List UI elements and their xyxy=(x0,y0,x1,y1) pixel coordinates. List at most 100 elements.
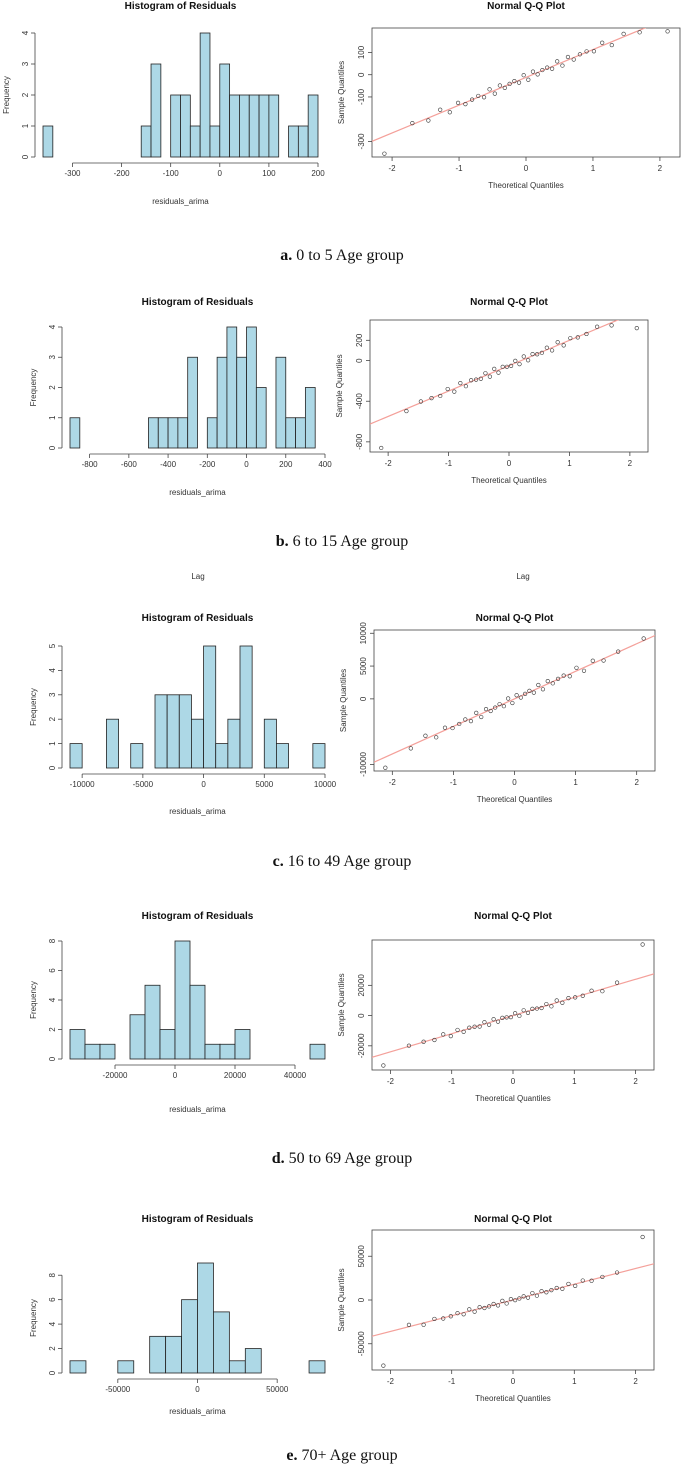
panel-a: Histogram of Residuals-300 -200 -100 0 100 20… xyxy=(2,1,681,264)
panel-d: Histogram of Residuals -20000 0 20000 40000 r… xyxy=(29,911,655,1167)
histogram-y-tick-label: 5 xyxy=(48,643,57,648)
histogram-y-tick-label: 4 xyxy=(48,668,57,673)
qq-point xyxy=(469,378,474,383)
qq-point xyxy=(474,377,479,382)
histogram-bar xyxy=(215,743,229,769)
histogram-bar xyxy=(248,94,260,158)
qq-point xyxy=(479,714,484,720)
qq-point xyxy=(581,668,587,673)
qq-point xyxy=(525,1010,531,1015)
qq-point xyxy=(467,1307,472,1312)
qq-point xyxy=(637,30,642,35)
histogram-y-tick-label: 4 xyxy=(21,30,30,35)
histogram-x-tick-label: 200 xyxy=(279,460,293,469)
qq-point xyxy=(426,118,431,123)
histogram-bar xyxy=(140,125,152,158)
histogram-bar xyxy=(295,417,306,449)
histogram-bar xyxy=(154,694,168,769)
qq-point xyxy=(463,384,469,389)
qq-point xyxy=(472,1024,477,1029)
qq-x-tick-label: -2 xyxy=(385,459,393,468)
histogram-bar xyxy=(309,1043,326,1060)
histogram-y-tick-label: 2 xyxy=(48,1027,57,1032)
histogram-bar xyxy=(157,417,169,449)
qq-point xyxy=(496,370,501,375)
histogram-bar xyxy=(229,94,240,158)
qq-y-tick-label: -300 xyxy=(357,133,366,150)
histogram-y-label: Frequency xyxy=(29,688,38,726)
qq-point xyxy=(441,1316,446,1321)
histogram-y-tick-label: 3 xyxy=(48,354,57,359)
qq-point xyxy=(600,1274,605,1280)
histogram-bar xyxy=(197,1262,214,1374)
histogram-y-tick-label: 8 xyxy=(48,1272,57,1277)
qq-frame xyxy=(369,319,649,453)
histogram-x-tick-label: -50000 xyxy=(105,1385,130,1394)
qq-point xyxy=(545,679,550,684)
histogram-bar xyxy=(180,94,191,158)
qq-point xyxy=(513,358,518,363)
qq-y-tick-label: 0 xyxy=(357,72,366,77)
qq-point xyxy=(573,995,578,1000)
histogram-x-label: residuals_arima xyxy=(169,807,226,816)
caption-letter: b. xyxy=(276,533,289,550)
qq-point xyxy=(491,1301,496,1307)
histogram-y-tick-label: 2 xyxy=(48,1346,57,1351)
qq-point xyxy=(609,42,614,48)
histogram-y-tick-label: 0 xyxy=(48,765,57,770)
caption-text: 70+ Age group xyxy=(297,1447,397,1464)
qq-point xyxy=(457,721,462,727)
qq-point xyxy=(517,1013,522,1018)
qq-x-tick-label: 0 xyxy=(512,778,517,787)
histogram-y-tick-label: 4 xyxy=(48,997,57,1002)
histogram-x-tick-label: 0 xyxy=(218,169,223,178)
qq-point xyxy=(455,1027,460,1033)
qq-point xyxy=(518,695,523,700)
qq-point xyxy=(521,1294,526,1299)
qq-point xyxy=(482,1305,487,1311)
qq-y-tick-label: -10000 xyxy=(359,751,368,776)
qq-point xyxy=(447,110,452,115)
qq-reference-line xyxy=(372,973,654,1058)
histogram-bar xyxy=(174,940,191,1060)
panel-caption: a. 0 to 5 Age group xyxy=(280,247,404,264)
histogram-y-label: Frequency xyxy=(29,981,38,1019)
qq-point xyxy=(483,707,489,712)
qq-point xyxy=(549,1288,554,1293)
qq-point xyxy=(640,1234,645,1240)
histogram-bar xyxy=(312,743,326,769)
qq-point xyxy=(561,673,566,678)
qq-point xyxy=(486,1022,492,1027)
qq-point xyxy=(483,371,488,376)
histogram-y-label: Frequency xyxy=(2,76,11,114)
qq-x-tick-label: 1 xyxy=(591,164,596,173)
qq-point xyxy=(504,1301,509,1306)
caption-text: 16 to 49 Age group xyxy=(284,853,412,870)
histogram-x-tick-label: 0 xyxy=(201,780,206,789)
qq-point xyxy=(381,1063,386,1068)
qq-y-tick-label: 0 xyxy=(357,1297,366,1302)
histogram-y-tick-label: 0 xyxy=(48,445,57,450)
histogram-x-tick-label: 0 xyxy=(173,1071,178,1080)
qq-point xyxy=(600,989,605,994)
qq-point xyxy=(455,100,461,105)
histogram-bar xyxy=(166,694,180,769)
qq-point xyxy=(506,696,511,701)
qq-x-tick-label: 1 xyxy=(572,1377,577,1386)
qq-point xyxy=(530,352,535,357)
qq-point xyxy=(510,700,515,706)
qq-point xyxy=(573,1283,578,1288)
panel-caption: e. 70+ Age group xyxy=(286,1447,397,1464)
histogram-title: Histogram of Residuals xyxy=(125,1,237,12)
histogram-bar xyxy=(170,94,181,158)
histogram-x-tick-label: -200 xyxy=(199,460,216,469)
histogram-bar xyxy=(239,94,250,158)
qq-x-tick-label: -2 xyxy=(387,1377,395,1386)
qq-point xyxy=(383,765,388,770)
qq-point xyxy=(438,107,443,112)
histogram-bar xyxy=(255,387,267,449)
qq-point xyxy=(565,54,571,60)
qq-y-label: Sample Quantiles xyxy=(335,354,344,417)
qq-point xyxy=(566,995,571,1001)
qq-point xyxy=(544,1001,549,1007)
